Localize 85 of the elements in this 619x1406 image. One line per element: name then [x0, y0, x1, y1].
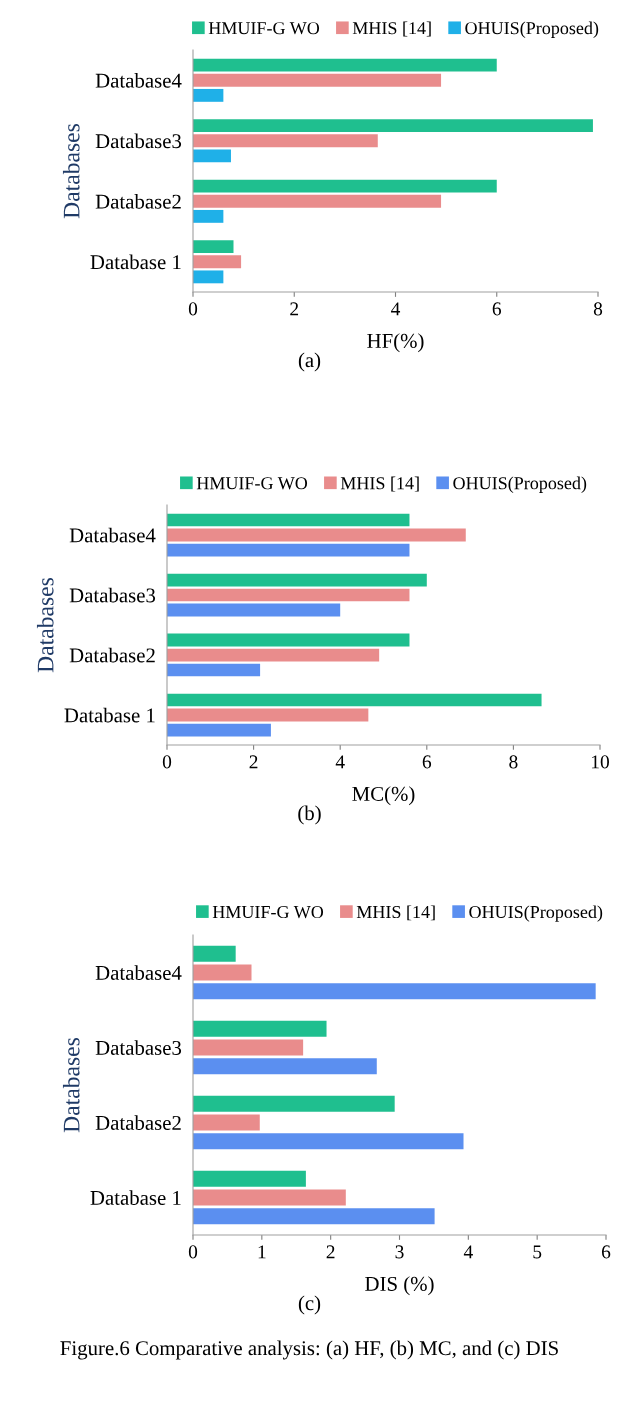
x-tick-label: 1 [258, 1245, 266, 1259]
x-tick-label: 4 [335, 755, 345, 769]
bar [193, 149, 231, 163]
legend-label: OHUIS(Proposed) [453, 476, 587, 493]
y-tick-label: Database3 [95, 1040, 182, 1055]
bar [167, 648, 380, 662]
bar [193, 964, 252, 981]
legend-label: OHUIS(Proposed) [465, 21, 599, 38]
x-tick-label: 5 [533, 1245, 542, 1259]
bar [167, 588, 410, 602]
bar [167, 663, 261, 677]
legend-label: HMUIF-G WO [208, 22, 320, 35]
y-tick-label: Database2 [95, 1115, 181, 1130]
y-tick-label: Database4 [95, 965, 182, 980]
bar [167, 543, 410, 557]
y-tick-label: Database4 [95, 73, 182, 88]
legend-label: HMUIF-G WO [212, 905, 324, 919]
bar [193, 1133, 464, 1150]
legend-label: MHIS [14] [340, 476, 419, 492]
y-axis-title: Databases [62, 124, 80, 219]
x-tick-label: 0 [188, 1245, 198, 1259]
x-tick-label: 8 [509, 755, 518, 769]
bar [167, 693, 542, 707]
bar [167, 573, 427, 587]
y-tick-label: Database4 [69, 527, 156, 543]
x-tick-label: 0 [162, 755, 172, 769]
bar [193, 58, 497, 72]
x-tick-label: 2 [326, 1245, 335, 1259]
x-tick-label: 8 [593, 302, 603, 316]
x-tick-label: 0 [188, 302, 198, 316]
x-tick-label: 4 [391, 302, 401, 316]
y-tick-label: Database3 [95, 133, 182, 149]
x-tick-label: 2 [290, 302, 299, 316]
bar [193, 1114, 260, 1131]
bar [193, 1170, 306, 1187]
x-tick-label: 10 [591, 755, 609, 769]
x-tick-label: 6 [422, 755, 432, 769]
bar [193, 1208, 435, 1225]
legend-label: MHIS [14] [356, 905, 435, 921]
text: (b) [298, 805, 321, 825]
y-tick-label: Database 1 [90, 1190, 181, 1205]
bar [193, 945, 236, 962]
bar [167, 633, 410, 647]
bar [167, 723, 271, 737]
x-axis-title: HF(%) [367, 333, 424, 353]
bar [193, 1189, 346, 1206]
x-tick-label: 4 [463, 1245, 473, 1259]
bar [193, 255, 242, 269]
bar [193, 1039, 304, 1056]
bar [193, 73, 442, 87]
bar [193, 1095, 395, 1112]
y-axis-title: Databases [36, 578, 54, 673]
bar [193, 119, 593, 133]
x-tick-label: 6 [492, 302, 502, 316]
text: Figure.6 Comparative analysis: (a) HF, (b) MC, and (c) DIS [60, 1340, 558, 1360]
bar [167, 708, 369, 722]
bar [193, 134, 378, 148]
bar [193, 1058, 377, 1075]
x-tick-label: 2 [249, 755, 258, 769]
y-tick-label: Database 1 [64, 707, 155, 723]
bar [193, 240, 234, 254]
bar [167, 528, 466, 542]
x-axis-title: MC(%) [352, 786, 415, 806]
y-tick-label: Database2 [95, 194, 181, 209]
bar [193, 179, 497, 193]
x-tick-label: 6 [601, 1245, 611, 1259]
text: (a) [298, 352, 321, 372]
bar [193, 209, 224, 223]
bar [167, 603, 341, 617]
y-axis-title: Databases [62, 1038, 80, 1133]
bar [193, 270, 224, 284]
y-tick-label: Database3 [69, 587, 156, 603]
bar [193, 194, 442, 208]
y-tick-label: Database2 [69, 647, 155, 663]
legend-label: OHUIS(Proposed) [469, 905, 603, 922]
text: (c) [298, 1295, 321, 1315]
bar [193, 88, 224, 102]
x-tick-label: 3 [395, 1245, 404, 1259]
bar [193, 1020, 327, 1037]
bar [167, 513, 410, 527]
x-axis-title: DIS (%) [365, 1276, 434, 1296]
bar [193, 983, 596, 1000]
y-tick-label: Database 1 [90, 254, 181, 270]
legend-label: HMUIF-G WO [196, 477, 308, 490]
legend-label: MHIS [14] [352, 21, 431, 37]
